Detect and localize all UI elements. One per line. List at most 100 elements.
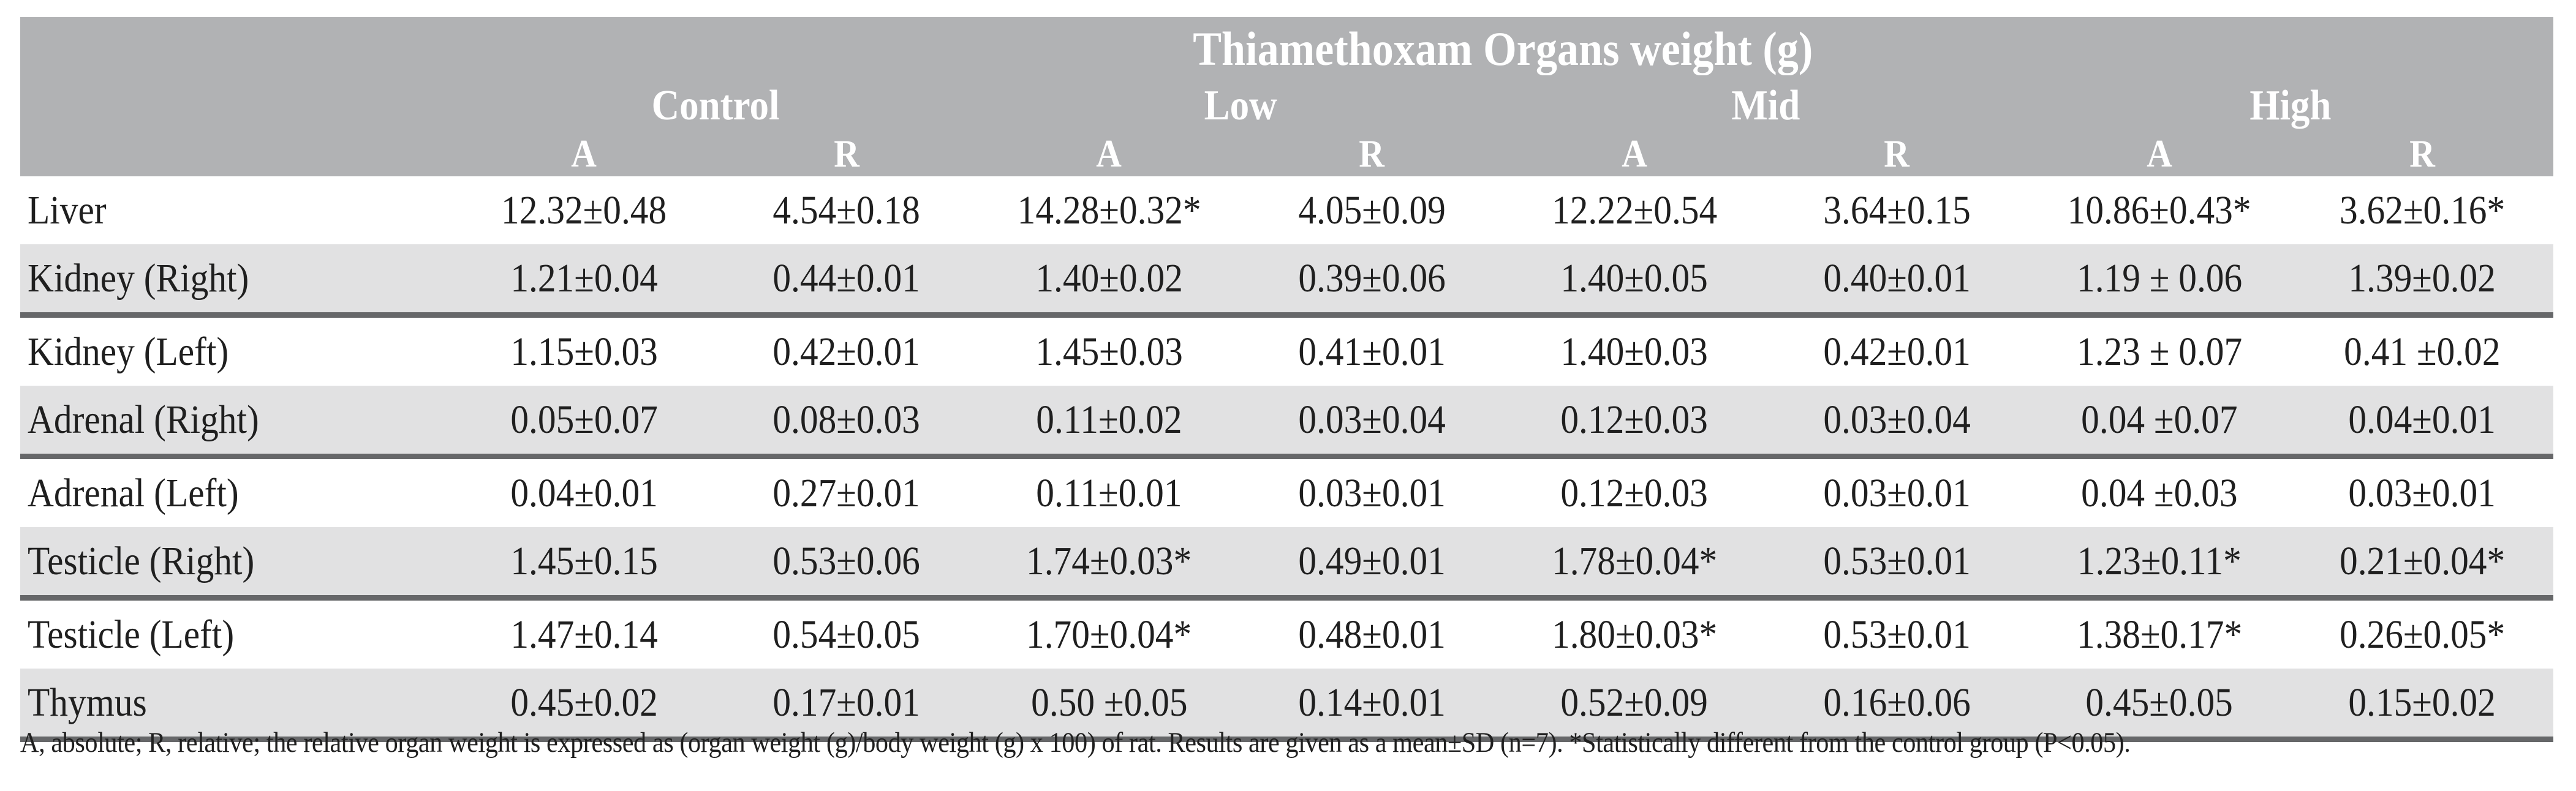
- table-cell: 0.12±0.03: [1503, 386, 1766, 459]
- column-header-label: R: [834, 132, 859, 175]
- table-cell: 4.05±0.09: [1241, 176, 1503, 244]
- group-header-low: Low: [978, 81, 1503, 131]
- table-cell: 0.40±0.01: [1766, 244, 2028, 318]
- table-cell: 1.47±0.14: [453, 598, 716, 669]
- table-cell: 0.04±0.01: [2291, 386, 2553, 459]
- cell-value: 0.49±0.01: [1297, 538, 1446, 583]
- cell-value: 0.41±0.01: [1297, 329, 1446, 374]
- table-row: Liver 12.32±0.48 4.54±0.18 14.28±0.32* 4.05±…: [20, 176, 2553, 244]
- cell-value: 0.03±0.01: [1823, 470, 1971, 515]
- table-title-cell: Thiamethoxam Organs weight (g): [453, 17, 2553, 81]
- table-cell: 0.41 ±0.02: [2291, 315, 2553, 386]
- cell-value: 1.23 ± 0.07: [2076, 329, 2243, 374]
- table-cell: 0.27±0.01: [716, 457, 978, 528]
- group-header-label: High: [2249, 82, 2332, 129]
- column-header-absolute: A: [2028, 131, 2291, 176]
- table-cell: 0.04 ±0.03: [2028, 457, 2291, 528]
- group-header-label: Mid: [1731, 82, 1800, 129]
- table-cell: 0.53±0.01: [1766, 527, 2028, 601]
- table-cell: 0.52±0.09: [1503, 669, 1766, 742]
- table-cell: 14.28±0.32*: [978, 176, 1241, 244]
- cell-value: 1.47±0.14: [510, 612, 658, 657]
- table-cell: 0.03±0.04: [1240, 386, 1503, 459]
- table-cell: 0.16±0.06: [1766, 669, 2028, 742]
- cell-value: 0.04±0.01: [2348, 397, 2496, 442]
- table-cell: 0.49±0.01: [1240, 527, 1503, 601]
- cell-value: 1.40±0.03: [1560, 329, 1708, 374]
- table-header: Thiamethoxam Organs weight (g) Control Lo…: [20, 17, 2553, 176]
- column-header-absolute: A: [978, 131, 1241, 176]
- cell-value: 1.19 ± 0.06: [2076, 255, 2243, 301]
- cell-value: 0.48±0.01: [1297, 612, 1446, 657]
- cell-value: 0.14±0.01: [1297, 680, 1446, 725]
- table-cell: 0.03±0.01: [1241, 457, 1503, 528]
- table-cell: 1.45±0.15: [453, 527, 716, 601]
- group-header-label: Control: [651, 82, 780, 129]
- table-cell: 0.26±0.05*: [2291, 598, 2553, 669]
- table-cell: 1.39±0.02: [2291, 244, 2553, 318]
- cell-value: 0.04 ±0.07: [2081, 397, 2238, 442]
- table-cell: 0.39±0.06: [1240, 244, 1503, 318]
- cell-value: 0.54±0.05: [772, 612, 921, 657]
- cell-value: 3.64±0.15: [1823, 187, 1971, 233]
- table-cell: 12.32±0.48: [453, 176, 716, 244]
- row-label: Adrenal (Right): [20, 386, 453, 459]
- cell-value: 0.53±0.01: [1823, 538, 1971, 583]
- table-cell: 0.15±0.02: [2291, 669, 2553, 742]
- group-header-control: Control: [453, 81, 978, 131]
- cell-value: 1.40±0.05: [1560, 255, 1708, 301]
- cell-value: 0.21±0.04*: [2339, 538, 2505, 583]
- cell-value: 1.45±0.03: [1035, 329, 1183, 374]
- table-cell: 0.17±0.01: [715, 669, 978, 742]
- cell-value: 0.50 ±0.05: [1030, 680, 1188, 725]
- cell-value: 10.86±0.43*: [2068, 187, 2251, 233]
- cell-value: 0.11±0.01: [1036, 470, 1182, 515]
- table-cell: 0.05±0.07: [453, 386, 716, 459]
- table-cell: 1.23 ± 0.07: [2028, 315, 2291, 386]
- row-label: Liver: [20, 176, 453, 244]
- cell-value: 1.21±0.04: [510, 255, 658, 301]
- table-cell: 0.42±0.01: [1766, 315, 2028, 386]
- cell-value: 1.40±0.02: [1035, 255, 1183, 301]
- column-header-relative: R: [2291, 131, 2553, 176]
- table-cell: 0.03±0.01: [1766, 457, 2028, 528]
- table-row: Adrenal (Right) 0.05±0.07 0.08±0.03 0.11±0.…: [20, 386, 2553, 459]
- table-cell: 0.11±0.02: [978, 386, 1241, 459]
- cell-value: 3.62±0.16*: [2339, 187, 2505, 233]
- cell-value: 1.78±0.04*: [1551, 538, 1717, 583]
- organ-name: Adrenal (Left): [28, 470, 239, 515]
- table-row: Testicle (Left) 1.47±0.14 0.54±0.05 1.70±0.…: [20, 598, 2553, 669]
- cell-value: 0.17±0.01: [772, 680, 921, 725]
- table-cell: 0.04 ±0.07: [2028, 386, 2291, 459]
- group-header-label: Low: [1204, 82, 1277, 129]
- row-label: Kidney (Left): [20, 315, 453, 386]
- table-row: Thymus 0.45±0.02 0.17±0.01 0.50 ±0.05 0.14±0…: [20, 669, 2553, 742]
- cell-value: 0.40±0.01: [1823, 255, 1971, 301]
- group-header-row: Control Low Mid High: [20, 81, 2553, 131]
- header-spacer-cell: [20, 17, 453, 81]
- cell-value: 0.45±0.02: [510, 680, 658, 725]
- table-cell: 1.40±0.02: [978, 244, 1241, 318]
- table-cell: 10.86±0.43*: [2028, 176, 2291, 244]
- cell-value: 0.53±0.06: [772, 538, 921, 583]
- cell-value: 12.32±0.48: [501, 187, 667, 233]
- cell-value: 0.41 ±0.02: [2343, 329, 2501, 374]
- table-cell: 0.21±0.04*: [2291, 527, 2553, 601]
- cell-value: 1.70±0.04*: [1026, 612, 1192, 657]
- cell-value: 0.11±0.02: [1036, 397, 1182, 442]
- cell-value: 4.05±0.09: [1297, 187, 1446, 233]
- table-cell: 0.03±0.01: [2291, 457, 2553, 528]
- table-row: Testicle (Right) 1.45±0.15 0.53±0.06 1.74±0…: [20, 527, 2553, 601]
- table-footnote: A, absolute; R, relative; the relative o…: [20, 727, 2131, 759]
- table-cell: 0.41±0.01: [1241, 315, 1503, 386]
- table-cell: 3.64±0.15: [1766, 176, 2028, 244]
- row-label: Thymus: [20, 669, 453, 742]
- column-header-label: R: [1359, 132, 1384, 175]
- cell-value: 1.15±0.03: [510, 329, 658, 374]
- table-cell: 0.44±0.01: [715, 244, 978, 318]
- table-cell: 0.11±0.01: [978, 457, 1241, 528]
- column-header-label: R: [2409, 132, 2435, 175]
- cell-value: 1.23±0.11*: [2077, 538, 2242, 583]
